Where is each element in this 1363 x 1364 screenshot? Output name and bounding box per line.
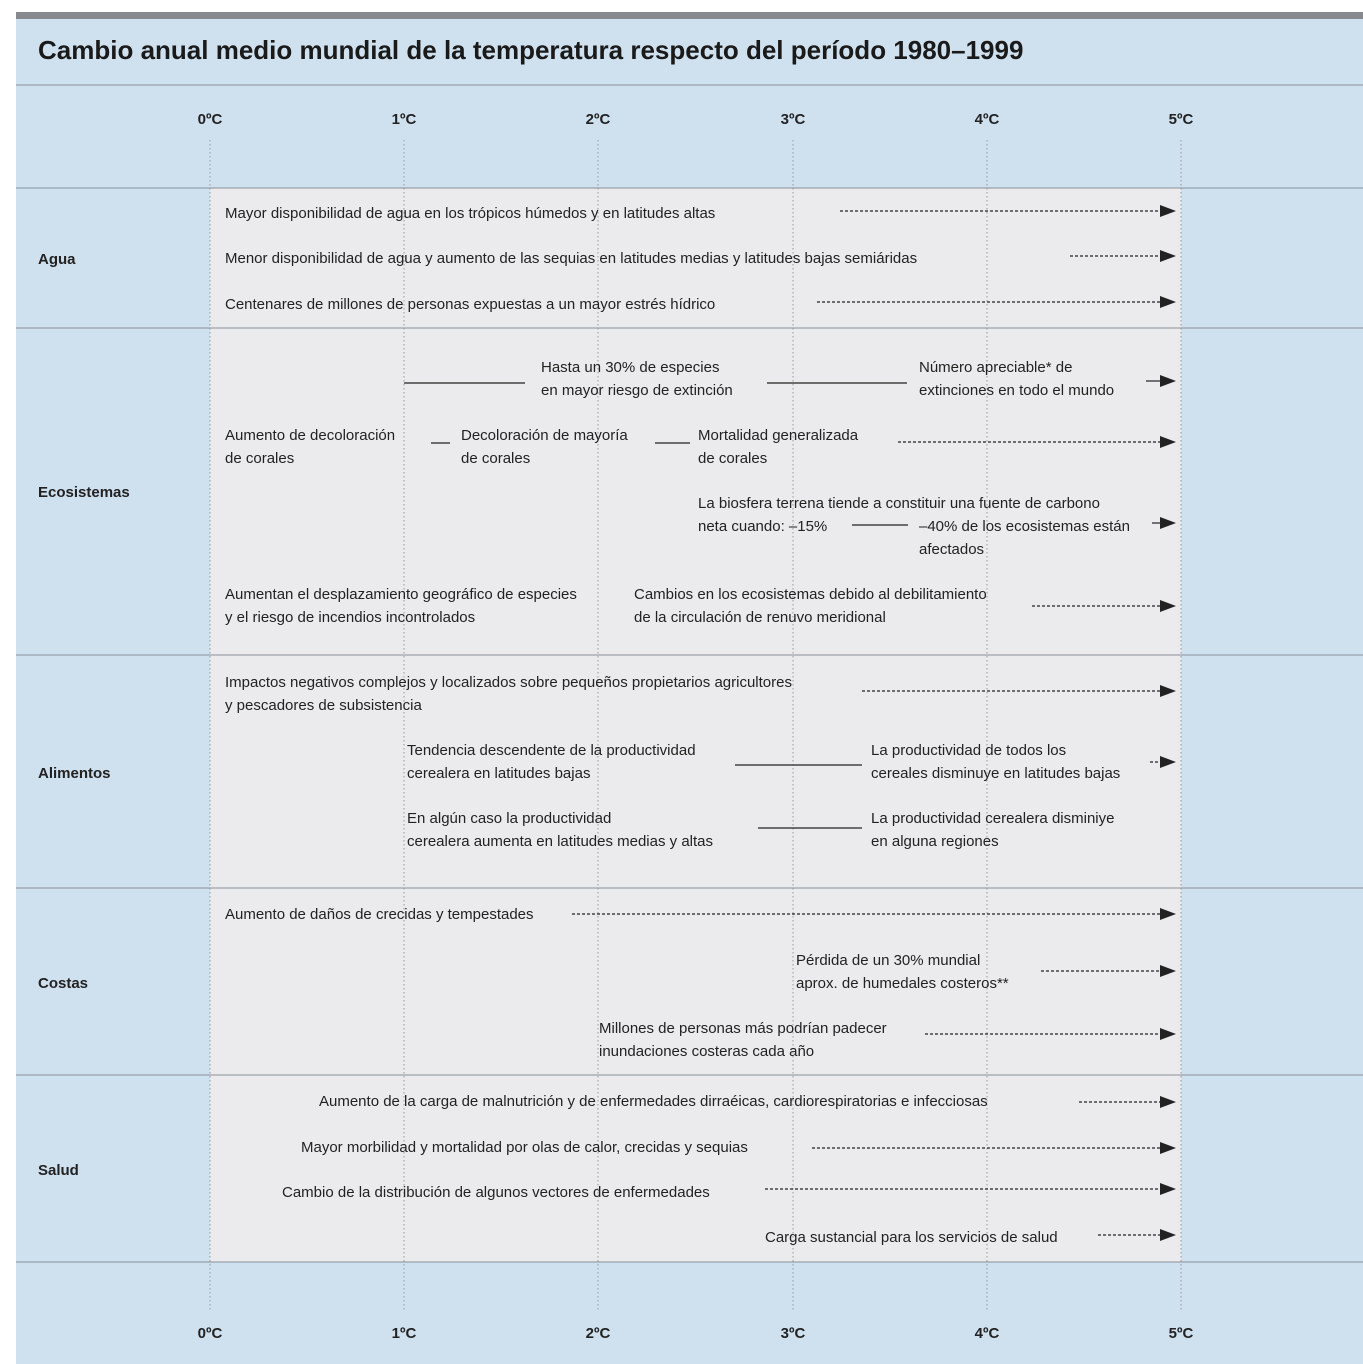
item-text: –40% de los ecosistemas están [919, 518, 1130, 535]
arrow-head [1160, 756, 1176, 768]
arrow-head [1160, 436, 1176, 448]
item-text: Decoloración de mayoría [461, 427, 628, 444]
item-text: de corales [225, 450, 294, 467]
item-text: en mayor riesgo de extinción [541, 382, 733, 399]
item-text: Mayor morbilidad y mortalidad por olas d… [301, 1139, 748, 1156]
tick-label: 1ºC [392, 111, 417, 128]
tick-label: 5ºC [1169, 1325, 1194, 1342]
tick-label: 3ºC [781, 1325, 806, 1342]
arrow-head [1160, 250, 1176, 262]
item-text: Aumento de daños de crecidas y tempestad… [225, 906, 534, 923]
content-area [210, 188, 1181, 1262]
item-text: Aumento de decoloración [225, 427, 395, 444]
arrow-head [1160, 517, 1176, 529]
section-label: Agua [38, 251, 76, 268]
item-text: La biosfera terrena tiende a constituir … [698, 495, 1100, 512]
item-text: neta cuando: –15% [698, 518, 827, 535]
arrow-head [1160, 908, 1176, 920]
section-label: Costas [38, 975, 88, 992]
item-text: Pérdida de un 30% mundial [796, 952, 980, 969]
item-text: Número apreciable* de [919, 359, 1072, 376]
item-text: y pescadores de subsistencia [225, 697, 422, 714]
item-text: Aumento de la carga de malnutrición y de… [319, 1093, 988, 1110]
title: Cambio anual medio mundial de la tempera… [38, 35, 1023, 65]
arrow-head [1160, 1028, 1176, 1040]
arrow-head [1160, 965, 1176, 977]
item-text: Menor disponibilidad de agua y aumento d… [225, 250, 917, 267]
tick-label: 1ºC [392, 1325, 417, 1342]
item-text: La productividad cerealera disminiye [871, 810, 1114, 827]
item-text: Mayor disponibilidad de agua en los tróp… [225, 205, 715, 222]
tick-label: 2ºC [586, 1325, 611, 1342]
item-text: En algún caso la productividad [407, 810, 611, 827]
item-text: cerealera aumenta en latitudes medias y … [407, 833, 713, 850]
item-text: Aumentan el desplazamiento geográfico de… [225, 586, 577, 603]
item-text: de la circulación de renuvo meridional [634, 609, 886, 626]
arrow-head [1160, 600, 1176, 612]
item-text: y el riesgo de incendios incontrolados [225, 609, 475, 626]
arrow-head [1160, 375, 1176, 387]
arrow-head [1160, 685, 1176, 697]
item-text: cereales disminuye en latitudes bajas [871, 765, 1120, 782]
item-text: Carga sustancial para los servicios de s… [765, 1229, 1058, 1246]
item-text: Millones de personas más podrían padecer [599, 1020, 887, 1037]
section-label: Salud [38, 1162, 79, 1179]
tick-label: 5ºC [1169, 111, 1194, 128]
item-text: en alguna regiones [871, 833, 999, 850]
section-label: Alimentos [38, 765, 111, 782]
arrow-head [1160, 1183, 1176, 1195]
arrow-head [1160, 296, 1176, 308]
section-label: Ecosistemas [38, 484, 130, 501]
item-text: Cambios en los ecosistemas debido al deb… [634, 586, 987, 603]
tick-label: 4ºC [975, 111, 1000, 128]
tick-label: 3ºC [781, 111, 806, 128]
tick-label: 4ºC [975, 1325, 1000, 1342]
item-text: Cambio de la distribución de algunos vec… [282, 1184, 710, 1201]
item-text: de corales [698, 450, 767, 467]
item-text: Hasta un 30% de especies [541, 359, 719, 376]
item-text: afectados [919, 541, 984, 558]
item-text: extinciones en todo el mundo [919, 382, 1114, 399]
item-text: inundaciones costeras cada año [599, 1043, 814, 1060]
item-text: de corales [461, 450, 530, 467]
arrow-head [1160, 1142, 1176, 1154]
tick-label: 2ºC [586, 111, 611, 128]
item-text: Mortalidad generalizada [698, 427, 859, 444]
top-bar [16, 12, 1363, 19]
item-text: Centenares de millones de personas expue… [225, 296, 715, 313]
arrow-head [1160, 1229, 1176, 1241]
tick-label: 0ºC [198, 1325, 223, 1342]
item-text: La productividad de todos los [871, 742, 1066, 759]
arrow-head [1160, 1096, 1176, 1108]
item-text: cerealera en latitudes bajas [407, 765, 590, 782]
item-text: aprox. de humedales costeros** [796, 975, 1009, 992]
item-text: Impactos negativos complejos y localizad… [225, 674, 792, 691]
arrow-head [1160, 205, 1176, 217]
item-text: Tendencia descendente de la productivida… [407, 742, 696, 759]
tick-label: 0ºC [198, 111, 223, 128]
